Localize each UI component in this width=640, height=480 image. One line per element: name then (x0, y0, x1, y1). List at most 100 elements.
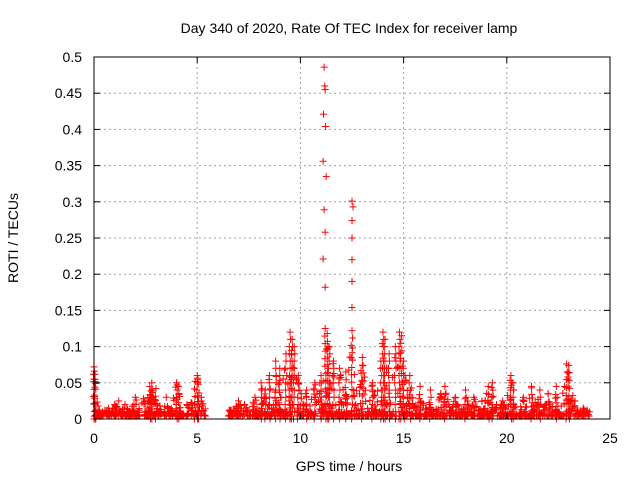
data-point (163, 404, 171, 412)
data-point (565, 361, 573, 369)
data-point (462, 386, 470, 394)
data-point (384, 372, 392, 380)
data-point (297, 395, 305, 403)
data-point (537, 401, 545, 409)
chart-title: Day 340 of 2020, Rate Of TEC Index for r… (181, 20, 518, 36)
data-point (146, 399, 154, 407)
data-point (451, 393, 459, 401)
data-point (349, 334, 357, 342)
data-point (311, 393, 319, 401)
data-point (275, 408, 283, 416)
data-point (544, 412, 552, 420)
data-point (358, 392, 366, 400)
data-point (369, 379, 377, 387)
data-point (295, 386, 303, 394)
data-point (123, 405, 131, 413)
data-point (287, 385, 295, 393)
data-point (488, 408, 496, 416)
data-point (399, 386, 407, 394)
data-point (195, 398, 203, 406)
data-point (358, 361, 366, 369)
data-point (104, 404, 112, 412)
data-point (317, 379, 325, 387)
data-point (397, 354, 405, 362)
data-point (194, 380, 202, 388)
x-tick-label: 25 (602, 430, 618, 446)
data-point (322, 172, 330, 180)
data-point (319, 157, 327, 165)
data-point (324, 337, 332, 345)
data-point (175, 382, 183, 390)
data-point (356, 383, 364, 391)
data-point (289, 364, 297, 372)
data-point (311, 379, 319, 387)
data-point (141, 399, 149, 407)
data-point (320, 206, 328, 214)
data-point (232, 403, 240, 411)
data-point (91, 408, 99, 416)
data-point (427, 393, 435, 401)
data-point (565, 392, 573, 400)
data-point (335, 408, 343, 416)
data-point (363, 412, 371, 420)
data-point (308, 395, 316, 403)
data-point (348, 304, 356, 312)
data-point (320, 110, 328, 118)
data-point (366, 397, 374, 405)
data-point (175, 407, 183, 415)
data-point (528, 391, 536, 399)
data-point (485, 399, 493, 407)
data-point (456, 412, 464, 420)
data-point (151, 392, 159, 400)
data-point (121, 401, 129, 409)
data-point (552, 382, 560, 390)
data-point (335, 393, 343, 401)
data-point (461, 408, 469, 416)
x-tick-label: 0 (90, 430, 98, 446)
data-point (148, 379, 156, 387)
data-point (148, 386, 156, 394)
data-point (349, 203, 357, 211)
data-point (370, 392, 378, 400)
data-point (180, 412, 188, 420)
data-point (508, 379, 516, 387)
data-point (324, 344, 332, 352)
data-point (358, 377, 366, 385)
data-point (348, 277, 356, 285)
data-point (91, 378, 99, 386)
data-point (193, 379, 201, 387)
x-tick-label: 15 (396, 430, 412, 446)
data-point (91, 393, 99, 401)
data-point (499, 397, 507, 405)
data-point (348, 327, 356, 335)
data-point (310, 386, 318, 394)
data-point (322, 377, 330, 385)
data-point (290, 357, 298, 365)
data-point (193, 401, 201, 409)
data-point (321, 283, 329, 291)
data-point (422, 411, 430, 419)
data-point (162, 393, 170, 401)
data-point (173, 379, 181, 387)
data-point (398, 347, 406, 355)
y-tick-label: 0.3 (63, 194, 83, 210)
data-point (286, 328, 294, 336)
data-point (471, 398, 479, 406)
data-point (194, 408, 202, 416)
data-point (521, 407, 529, 415)
data-point (552, 399, 560, 407)
y-tick-label: 0.4 (63, 121, 83, 137)
data-point (564, 395, 572, 403)
data-point (257, 379, 265, 387)
data-point (483, 389, 491, 397)
data-point (320, 63, 328, 71)
data-point (325, 357, 333, 365)
data-point (585, 408, 593, 416)
data-point (385, 357, 393, 365)
data-point (324, 368, 332, 376)
data-point (258, 385, 266, 393)
data-point (173, 386, 181, 394)
data-point (187, 398, 195, 406)
data-point (385, 386, 393, 394)
data-point (519, 393, 527, 401)
